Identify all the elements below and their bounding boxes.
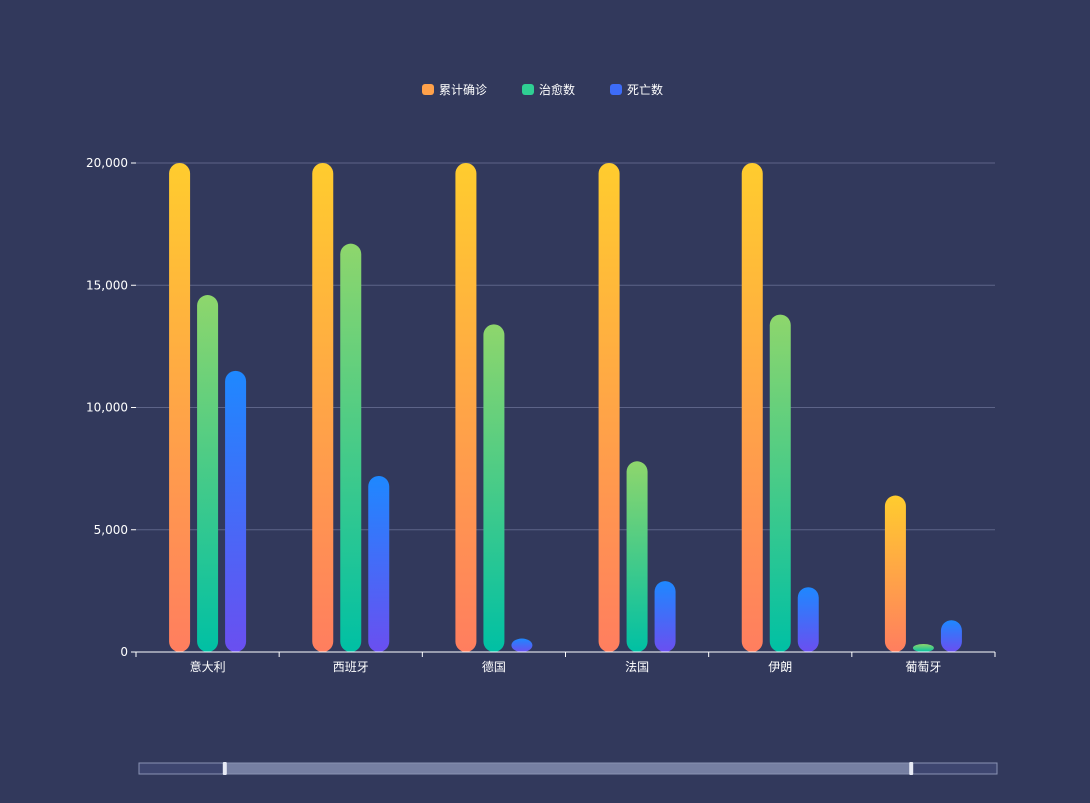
x-tick-label: 法国	[625, 660, 649, 674]
data-zoom-slider[interactable]	[138, 762, 998, 775]
bars	[169, 163, 962, 652]
zoom-end-handle[interactable]	[909, 762, 914, 775]
bar-3-3[interactable]	[511, 638, 533, 652]
bar-group-4	[598, 163, 676, 652]
x-tick-label: 伊朗	[768, 660, 792, 674]
zoom-selected-range[interactable]	[224, 763, 912, 774]
y-tick-label: 10,000	[86, 401, 128, 415]
bar-3-1[interactable]	[225, 370, 247, 652]
bar-group-2	[312, 163, 390, 652]
legend-swatch	[610, 84, 622, 95]
x-tick-label: 西班牙	[333, 660, 369, 674]
bar-group-1	[169, 163, 247, 652]
bar-3-4[interactable]	[654, 581, 676, 652]
bar-2-5[interactable]	[769, 314, 791, 652]
x-axis: 意大利 西班牙 德国 法国 伊朗 葡萄牙	[135, 651, 996, 674]
bar-3-6[interactable]	[940, 620, 962, 652]
legend-label: 累计确诊	[439, 83, 487, 97]
bar-2-1[interactable]	[197, 295, 219, 652]
y-tick-label: 15,000	[86, 278, 128, 292]
bar-2-6[interactable]	[912, 644, 934, 652]
zoom-start-handle[interactable]	[222, 762, 227, 775]
legend-item-1[interactable]: 累计确诊	[422, 83, 487, 97]
bar-group-6	[884, 495, 962, 652]
bar-2-3[interactable]	[483, 324, 505, 652]
y-axis: 0 5,000 10,000 15,000 20,000	[86, 156, 136, 659]
bar-1-2[interactable]	[312, 163, 334, 652]
y-tick-label: 20,000	[86, 156, 128, 170]
bar-2-2[interactable]	[340, 243, 362, 652]
bar-1-6[interactable]	[884, 495, 906, 652]
bar-1-4[interactable]	[598, 163, 620, 652]
legend-swatch	[522, 84, 534, 95]
grid-lines	[136, 162, 995, 531]
x-tick-label: 德国	[482, 659, 506, 674]
legend[interactable]: 累计确诊 治愈数 死亡数	[422, 82, 663, 97]
bar-3-2[interactable]	[368, 475, 390, 652]
bar-2-4[interactable]	[626, 461, 648, 652]
bar-3-5[interactable]	[797, 587, 819, 652]
legend-label: 死亡数	[627, 82, 663, 97]
bar-1-5[interactable]	[741, 163, 763, 652]
bar-1-1[interactable]	[169, 163, 191, 652]
legend-label: 治愈数	[539, 82, 575, 97]
x-tick-label: 意大利	[190, 659, 226, 674]
y-tick-label: 0	[120, 645, 128, 659]
bar-group-5	[741, 163, 819, 652]
bar-1-3[interactable]	[455, 163, 477, 652]
legend-item-2[interactable]: 治愈数	[522, 82, 575, 97]
legend-item-3[interactable]: 死亡数	[610, 82, 663, 97]
legend-swatch	[422, 84, 434, 95]
bar-group-3	[455, 163, 533, 652]
x-tick-label: 葡萄牙	[905, 660, 941, 674]
y-tick-label: 5,000	[94, 523, 128, 537]
